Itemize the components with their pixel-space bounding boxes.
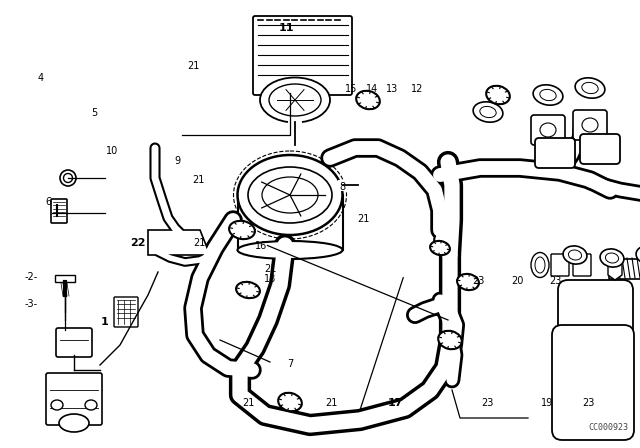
- Text: 21: 21: [242, 398, 255, 408]
- FancyBboxPatch shape: [558, 280, 633, 388]
- Ellipse shape: [563, 246, 587, 264]
- Ellipse shape: [480, 106, 496, 118]
- FancyBboxPatch shape: [46, 373, 102, 425]
- Text: -3-: -3-: [24, 299, 38, 309]
- Ellipse shape: [531, 253, 549, 277]
- Text: 16: 16: [255, 241, 268, 250]
- Text: 23: 23: [472, 276, 485, 286]
- Ellipse shape: [582, 82, 598, 94]
- Text: 21: 21: [187, 61, 200, 71]
- Text: 21: 21: [193, 238, 205, 248]
- Text: 15: 15: [344, 84, 357, 94]
- Ellipse shape: [237, 241, 342, 259]
- Ellipse shape: [582, 118, 598, 132]
- Ellipse shape: [636, 246, 640, 264]
- Text: 21: 21: [192, 175, 205, 185]
- Text: 21: 21: [357, 214, 369, 224]
- Polygon shape: [608, 257, 622, 280]
- Ellipse shape: [540, 90, 556, 101]
- Ellipse shape: [229, 221, 255, 239]
- Ellipse shape: [59, 414, 89, 432]
- FancyBboxPatch shape: [114, 297, 138, 327]
- Text: 1: 1: [101, 317, 109, 327]
- Ellipse shape: [540, 123, 556, 137]
- Text: 13: 13: [385, 84, 398, 94]
- Ellipse shape: [356, 91, 380, 109]
- FancyBboxPatch shape: [253, 16, 352, 95]
- FancyBboxPatch shape: [56, 328, 92, 357]
- FancyBboxPatch shape: [580, 134, 620, 164]
- FancyBboxPatch shape: [609, 259, 640, 279]
- Text: 5: 5: [92, 108, 98, 118]
- Text: 11: 11: [279, 23, 294, 33]
- Polygon shape: [237, 195, 342, 250]
- Text: 22: 22: [131, 238, 146, 248]
- Ellipse shape: [605, 253, 618, 263]
- Text: 23: 23: [549, 276, 562, 286]
- Text: 21: 21: [325, 398, 338, 408]
- Ellipse shape: [438, 331, 462, 349]
- Text: 20: 20: [511, 276, 524, 286]
- Ellipse shape: [236, 282, 260, 298]
- FancyBboxPatch shape: [552, 325, 634, 440]
- Ellipse shape: [575, 78, 605, 98]
- Ellipse shape: [486, 86, 510, 104]
- Text: 10: 10: [106, 146, 118, 156]
- Ellipse shape: [237, 155, 342, 235]
- Text: 7: 7: [287, 359, 293, 369]
- Ellipse shape: [430, 241, 450, 255]
- Text: -2-: -2-: [24, 272, 38, 282]
- Text: 14: 14: [366, 84, 379, 94]
- FancyBboxPatch shape: [51, 199, 67, 223]
- Text: CC000923: CC000923: [588, 423, 628, 432]
- Ellipse shape: [60, 170, 76, 186]
- Text: 12: 12: [411, 84, 424, 94]
- Ellipse shape: [533, 85, 563, 105]
- Text: 17: 17: [388, 398, 403, 408]
- Text: 23: 23: [481, 398, 494, 408]
- Ellipse shape: [600, 249, 624, 267]
- FancyBboxPatch shape: [531, 115, 565, 145]
- Text: 21: 21: [264, 264, 276, 274]
- Ellipse shape: [568, 250, 582, 260]
- Text: 19: 19: [541, 398, 554, 408]
- FancyBboxPatch shape: [573, 110, 607, 140]
- Text: 9: 9: [175, 156, 181, 166]
- Ellipse shape: [473, 102, 503, 122]
- Polygon shape: [55, 275, 75, 282]
- Text: 8: 8: [339, 182, 346, 192]
- Text: 6: 6: [45, 198, 51, 207]
- Polygon shape: [148, 230, 210, 255]
- FancyBboxPatch shape: [551, 254, 569, 276]
- FancyBboxPatch shape: [573, 254, 591, 276]
- Ellipse shape: [63, 173, 72, 182]
- Ellipse shape: [278, 393, 302, 411]
- Text: 18: 18: [264, 274, 276, 284]
- Ellipse shape: [260, 78, 330, 122]
- FancyBboxPatch shape: [535, 138, 575, 168]
- Ellipse shape: [457, 274, 479, 290]
- Ellipse shape: [85, 400, 97, 410]
- Ellipse shape: [51, 400, 63, 410]
- Text: 4: 4: [37, 73, 44, 83]
- Text: 23: 23: [582, 398, 595, 408]
